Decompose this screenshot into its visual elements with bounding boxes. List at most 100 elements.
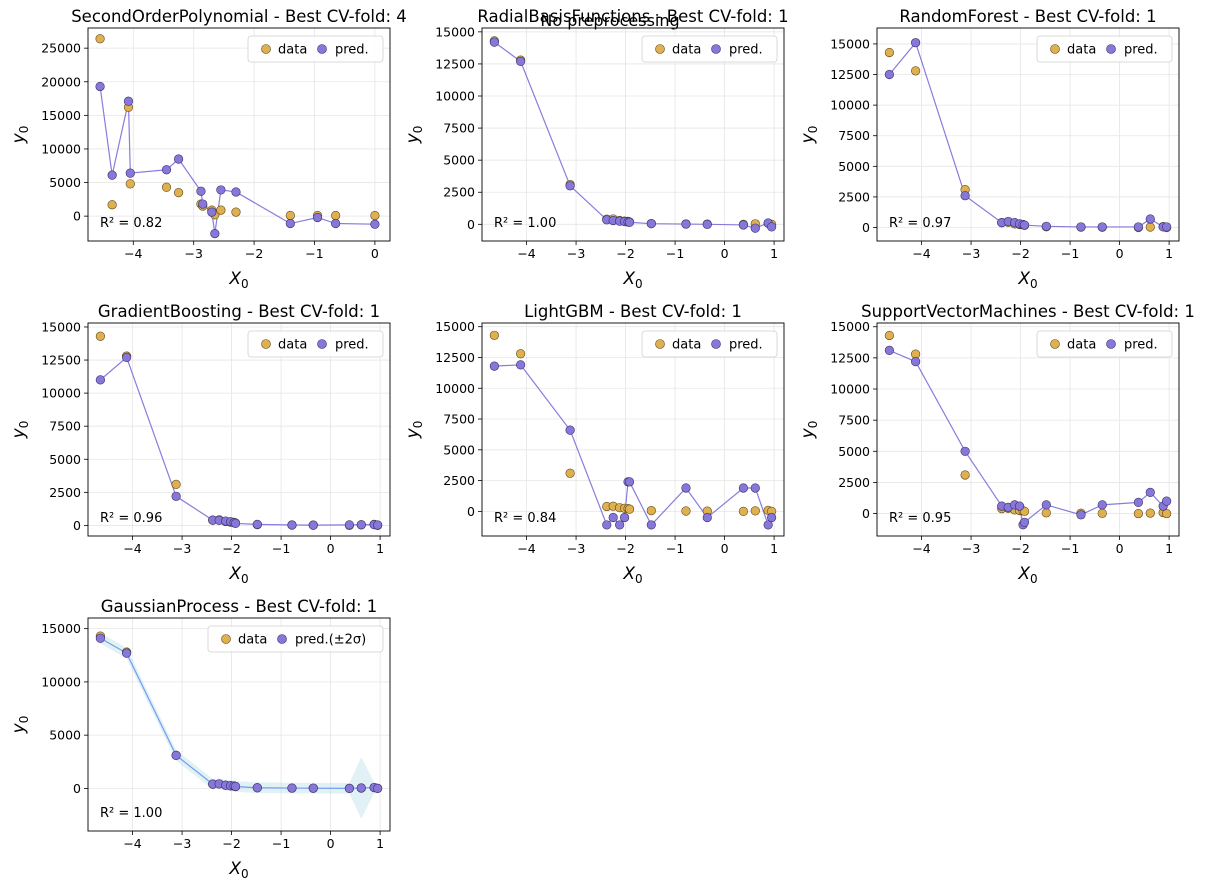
legend-pred-label: pred. bbox=[729, 338, 763, 353]
legend-box bbox=[1036, 35, 1173, 63]
x-tick-label: −2 bbox=[222, 541, 240, 556]
x-tick-label: 1 bbox=[770, 246, 778, 261]
plot-area bbox=[489, 330, 777, 530]
x-tick-label: 0 bbox=[327, 541, 335, 556]
subplot-title: RadialBasisFunctions - Best CV-fold: 1 bbox=[477, 7, 788, 26]
y-tick-label: 5000 bbox=[838, 159, 870, 174]
data-point bbox=[125, 179, 135, 189]
y-axis-label: y0 bbox=[798, 421, 820, 440]
axes-frame bbox=[876, 322, 1180, 537]
prediction-point bbox=[489, 361, 499, 371]
prediction-point bbox=[738, 220, 749, 230]
prediction-point bbox=[107, 170, 117, 180]
prediction-point bbox=[1145, 487, 1155, 498]
data-point bbox=[738, 506, 749, 516]
y-tick-label: 5000 bbox=[49, 728, 81, 743]
prediction-line bbox=[494, 364, 773, 527]
prediction-point bbox=[95, 375, 105, 385]
prediction-point bbox=[287, 783, 297, 793]
x-tick-label: −1 bbox=[1061, 246, 1079, 261]
subplot-1: −4 −3 −2 −1 0 0 5000 10000 15000 20000 25000 Second… bbox=[9, 7, 407, 291]
prediction-point bbox=[615, 520, 625, 530]
y-tick-label: 2500 bbox=[49, 485, 81, 500]
x-tick-label: −4 bbox=[123, 541, 141, 556]
data-point bbox=[1133, 508, 1144, 519]
legend-data-marker bbox=[655, 44, 665, 54]
x-tick-label: −2 bbox=[222, 836, 240, 851]
data-point bbox=[489, 330, 499, 340]
y-tick-label: 15000 bbox=[435, 24, 475, 39]
prediction-point bbox=[252, 783, 262, 793]
prediction-line bbox=[99, 356, 378, 526]
x-tick-label: −3 bbox=[173, 836, 191, 851]
prediction-point bbox=[960, 446, 970, 456]
y-tick-label: 10000 bbox=[435, 381, 475, 396]
prediction-point bbox=[516, 360, 526, 370]
data-point bbox=[646, 506, 656, 516]
prediction-point bbox=[344, 783, 355, 794]
x-axis-label: X0 bbox=[1017, 564, 1037, 586]
prediction-point bbox=[312, 212, 323, 223]
x-tick-label: −3 bbox=[173, 541, 191, 556]
y-tick-label: 12500 bbox=[41, 353, 81, 368]
y-axis-label: y0 bbox=[403, 126, 425, 145]
subplot-title: SupportVectorMachines - Best CV-fold: 1 bbox=[861, 302, 1195, 321]
y-tick-label: 5000 bbox=[838, 444, 870, 459]
legend-data-marker bbox=[221, 634, 231, 644]
prediction-point bbox=[122, 352, 132, 362]
r2-annotation: R² = 0.96 bbox=[100, 511, 162, 526]
prediction-point bbox=[230, 781, 241, 792]
data-point bbox=[216, 205, 226, 215]
prediction-point bbox=[750, 483, 760, 493]
legend-data-marker bbox=[655, 339, 665, 349]
plot-area bbox=[95, 631, 383, 819]
prediction-point bbox=[356, 783, 366, 793]
y-tick-label: 15000 bbox=[830, 319, 870, 334]
data-point bbox=[107, 200, 117, 210]
prediction-point bbox=[702, 219, 712, 229]
prediction-point bbox=[1041, 221, 1051, 231]
y-tick-label: 2500 bbox=[443, 473, 475, 488]
data-point bbox=[370, 210, 380, 221]
prediction-point bbox=[331, 218, 341, 229]
data-point bbox=[171, 479, 181, 490]
data-point bbox=[516, 349, 526, 359]
y-tick-label: 0 bbox=[862, 506, 870, 521]
subplot-title: SecondOrderPolynomial - Best CV-fold: 4 bbox=[71, 7, 407, 26]
legend-pred-marker bbox=[317, 339, 327, 349]
y-tick-label: 15000 bbox=[41, 108, 81, 123]
data-point bbox=[911, 66, 921, 76]
prediction-point bbox=[1097, 500, 1107, 510]
axes-frame bbox=[87, 617, 391, 832]
r2-annotation: R² = 1.00 bbox=[100, 806, 162, 821]
prediction-point bbox=[1076, 222, 1086, 232]
x-tick-label: 1 bbox=[1165, 541, 1173, 556]
prediction-point bbox=[738, 483, 749, 493]
y-tick-label: 12500 bbox=[435, 56, 475, 71]
r2-annotation: R² = 0.97 bbox=[889, 216, 951, 231]
legend: data pred. bbox=[247, 35, 384, 63]
y-tick-label: 15000 bbox=[830, 36, 870, 51]
y-tick-label: 2500 bbox=[838, 189, 870, 204]
prediction-point bbox=[231, 187, 241, 197]
prediction-line bbox=[99, 86, 375, 234]
prediction-point bbox=[308, 520, 318, 530]
legend-data-label: data bbox=[672, 43, 701, 58]
y-tick-label: 7500 bbox=[838, 413, 870, 428]
legend-pred-label: pred. bbox=[335, 338, 369, 353]
prediction-point bbox=[681, 483, 691, 493]
subplot-4: −4 −3 −2 −1 0 1 0 2500 5000 7500 10000 12500 15000 Gr… bbox=[9, 302, 391, 586]
prediction-point bbox=[767, 222, 777, 232]
legend-data-marker bbox=[1050, 44, 1060, 54]
x-tick-label: 1 bbox=[770, 541, 778, 556]
prediction-point bbox=[884, 345, 894, 356]
prediction-point bbox=[702, 512, 712, 523]
y-tick-label: 5000 bbox=[49, 452, 81, 467]
x-tick-label: −1 bbox=[305, 246, 323, 261]
prediction-point bbox=[287, 520, 297, 530]
prediction-point bbox=[1133, 222, 1144, 232]
legend-pred-marker bbox=[317, 44, 327, 54]
prediction-point bbox=[125, 168, 135, 178]
prediction-point bbox=[207, 207, 217, 217]
legend-box bbox=[207, 625, 384, 653]
